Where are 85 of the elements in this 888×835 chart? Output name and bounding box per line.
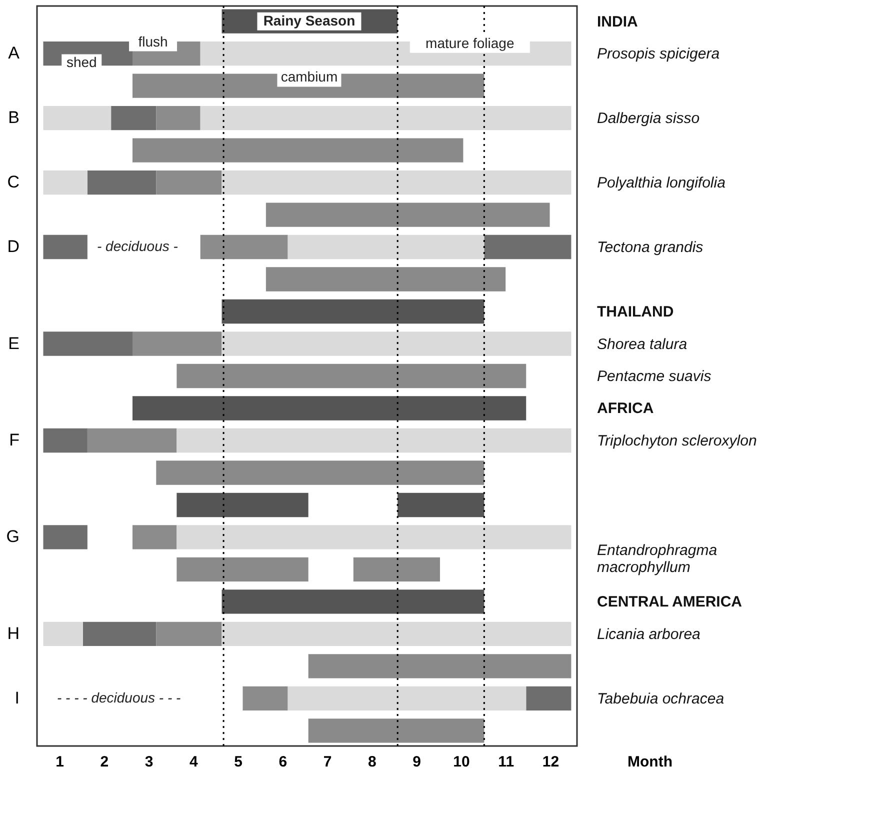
- annotation: mature foliage: [426, 34, 514, 51]
- text: INDIA: [597, 13, 638, 30]
- x-tick-label: 8: [368, 754, 376, 770]
- bar: [156, 106, 200, 130]
- x-tick-label: 6: [278, 754, 288, 770]
- bar: [222, 622, 572, 646]
- bar: [176, 364, 526, 388]
- y-tick-label: C: [7, 172, 20, 192]
- annotation: - - - - deciduous - - -: [57, 689, 182, 706]
- bar: [43, 428, 88, 453]
- bar: [176, 557, 308, 582]
- text: Prosopis spicigera: [597, 46, 720, 63]
- text: Dalbergia sisso: [597, 110, 700, 128]
- bar: [132, 138, 464, 162]
- bar: [82, 622, 156, 646]
- y-tick-label: B: [8, 108, 20, 128]
- bar: [156, 622, 222, 646]
- annotation: cambium: [280, 68, 338, 85]
- bar: [156, 170, 222, 195]
- y-tick-label: F: [9, 430, 20, 450]
- x-tick-label: 7: [323, 754, 332, 770]
- y-tick-label: I: [14, 688, 20, 708]
- bar: [132, 525, 177, 550]
- bar: [200, 234, 288, 260]
- annotation: flush: [138, 33, 168, 50]
- bar: [43, 234, 88, 260]
- y-tick-label: A: [8, 44, 20, 63]
- text: Polyalthia longifolia: [597, 174, 726, 192]
- y-tick-label: E: [8, 334, 20, 353]
- bar: [222, 332, 572, 356]
- text: Licania arborea: [597, 626, 700, 643]
- x-tick-label: 1: [56, 754, 64, 770]
- bar: [176, 525, 572, 550]
- bar: [132, 332, 222, 356]
- bar: [266, 267, 506, 292]
- bar: [156, 460, 484, 485]
- x-tick-label: 5: [234, 754, 242, 770]
- bar: [398, 492, 484, 518]
- text: AFRICA: [597, 400, 654, 418]
- annotation: Rainy Season: [263, 12, 356, 28]
- bar: [132, 396, 526, 420]
- bar: [111, 106, 156, 130]
- bar: [176, 428, 572, 453]
- text: Entandrophragma macrophyllum: [597, 542, 718, 576]
- y-tick-label: D: [7, 237, 20, 256]
- bar: [43, 622, 83, 646]
- x-tick-label: 2: [100, 754, 109, 770]
- bar: [353, 557, 440, 582]
- x-tick-label: 12: [542, 754, 560, 770]
- text: THAILAND: [597, 304, 674, 321]
- x-tick-label: 11: [498, 754, 514, 770]
- text: Pentacme suavis: [597, 368, 712, 385]
- bar: [266, 202, 550, 227]
- y-tick-label: H: [7, 624, 20, 643]
- text: Tectona grandis: [597, 239, 704, 256]
- x-tick-label: 4: [190, 754, 199, 770]
- x-axis-title: Month: [628, 754, 672, 770]
- x-tick-label: 3: [144, 754, 154, 770]
- bar: [176, 492, 308, 518]
- annotation: - deciduous -: [97, 238, 178, 254]
- y-tick-label: G: [6, 527, 20, 546]
- bar: [222, 590, 484, 614]
- x-tick-label: 9: [412, 754, 422, 770]
- bar: [87, 428, 177, 453]
- bar: [43, 106, 112, 130]
- text: Triplochyton scleroxylon: [597, 432, 757, 450]
- bar: [222, 299, 484, 324]
- text: Tabebuia ochracea: [597, 690, 724, 708]
- bar: [242, 686, 288, 711]
- bar: [87, 170, 156, 195]
- bar: [484, 234, 572, 260]
- bar: [200, 106, 572, 130]
- x-tick-label: 10: [453, 754, 470, 770]
- bar: [43, 332, 133, 356]
- text: Shorea talura: [597, 336, 688, 353]
- bar: [308, 654, 572, 678]
- bar: [308, 718, 484, 743]
- annotation: shed: [66, 54, 97, 70]
- bar: [288, 686, 526, 711]
- bar: [43, 525, 88, 550]
- text: CENTRAL AMERICA: [597, 594, 742, 611]
- bar: [222, 170, 572, 195]
- bar: [43, 170, 88, 195]
- bar: [526, 686, 572, 711]
- bar: [288, 234, 484, 260]
